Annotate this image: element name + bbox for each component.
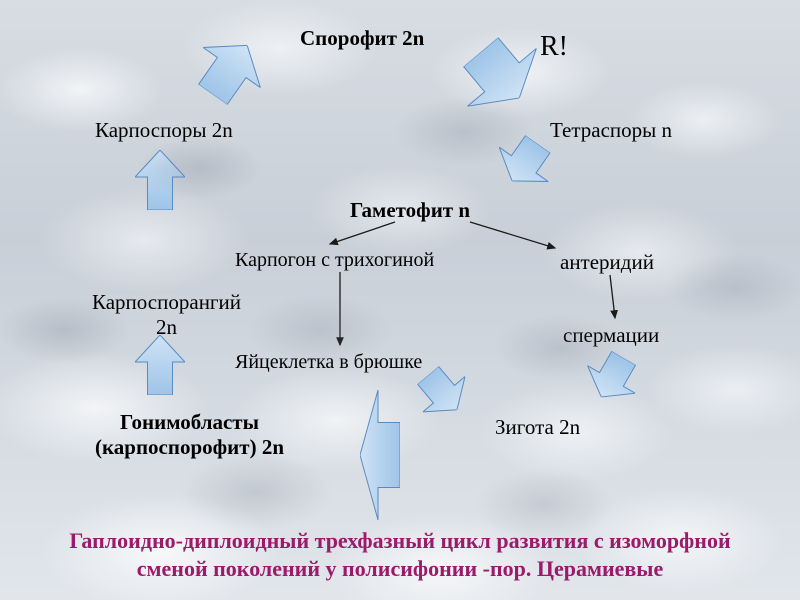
node-zygote: Зигота 2n (495, 415, 580, 440)
arrow-sporophyte-to-tetraspores (446, 23, 554, 127)
node-gametophyte: Гаметофит n (350, 198, 470, 223)
arrow-spermatia-to-zygote (577, 344, 647, 410)
node-gonimoblasts: Гонимобласты(карпоспорофит) 2n (95, 410, 284, 460)
node-sporophyte: Спорофит 2n (300, 26, 424, 51)
thin-gametophyte-to-antheridium (470, 222, 555, 248)
arrow-carposporang-to-carpospores (135, 150, 185, 210)
node-antheridium: антеридий (560, 250, 654, 275)
thin-gametophyte-to-carpogon (330, 222, 395, 244)
node-carposporang: Карпоспорангий2n (92, 290, 241, 340)
thin-antheridium-to-spermatia (610, 275, 615, 318)
arrow-zygote-to-gonimoblasts (360, 390, 400, 520)
arrow-gonimoblasts-to-carposporang (135, 335, 185, 395)
node-tetraspores: Тетраспоры n (550, 118, 672, 143)
node-carpogon: Карпогон с трихогиной (235, 248, 434, 272)
node-spermatia: спермации (563, 323, 659, 348)
diagram-caption: Гаплоидно-диплоидный трехфазный цикл раз… (0, 527, 800, 582)
node-carpospores: Карпоспоры 2n (95, 118, 233, 143)
arrow-carpospores-to-sporophyte (184, 25, 276, 114)
node-egg: Яйцеклетка в брюшке (235, 350, 422, 374)
